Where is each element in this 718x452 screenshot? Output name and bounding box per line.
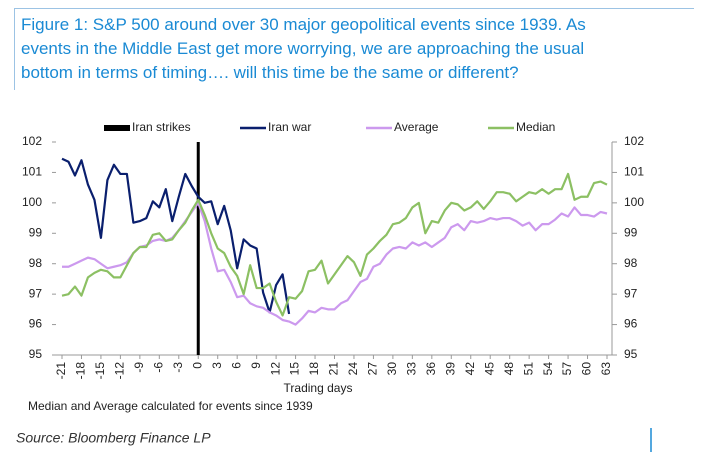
x-tick-label: 36 xyxy=(424,362,438,376)
x-tick-label: 45 xyxy=(482,362,496,376)
x-tick-label: -9 xyxy=(132,362,146,373)
y-tick-label: 95 xyxy=(29,347,43,361)
y-tick-label: 96 xyxy=(29,317,43,331)
x-tick-label: 27 xyxy=(366,362,380,376)
series-line xyxy=(62,201,608,326)
y2-tick-label: 98 xyxy=(624,256,638,270)
x-tick-label: -6 xyxy=(151,362,165,373)
legend-label: Iran war xyxy=(268,120,311,134)
series-line xyxy=(61,157,291,315)
x-tick-label: -12 xyxy=(113,362,127,380)
y2-tick-label: 99 xyxy=(624,225,638,239)
y-tick-label: 99 xyxy=(29,225,43,239)
x-tick-label: -21 xyxy=(54,362,68,380)
x-tick-label: 51 xyxy=(521,362,535,376)
x-tick-label: 18 xyxy=(307,362,321,376)
x-tick-label: 12 xyxy=(268,362,282,376)
x-tick-label: 57 xyxy=(560,362,574,376)
y2-tick-label: 97 xyxy=(624,286,638,300)
y-tick-label: 100 xyxy=(22,195,42,209)
x-tick-label: 9 xyxy=(249,362,263,369)
x-tick-label: 39 xyxy=(443,362,457,376)
y-tick-label: 101 xyxy=(22,165,42,179)
x-tick-label: 63 xyxy=(599,362,613,376)
legend-label: Average xyxy=(394,120,439,134)
x-tick-label: 54 xyxy=(541,362,555,376)
event-line xyxy=(196,142,200,355)
x-tick-label: 3 xyxy=(210,362,224,369)
x-tick-label: -18 xyxy=(74,362,88,380)
x-tick-label: 42 xyxy=(463,362,477,376)
x-tick-label: 15 xyxy=(288,362,302,376)
x-tick-label: 0 xyxy=(190,362,204,369)
y2-tick-label: 102 xyxy=(624,134,644,148)
title-line: bottom in terms of timing…. will this ti… xyxy=(21,63,519,82)
x-tick-label: 33 xyxy=(405,362,419,376)
x-tick-label: -3 xyxy=(171,362,185,373)
series-line xyxy=(61,172,608,317)
y-tick-label: 98 xyxy=(29,256,43,270)
x-tick-label: 24 xyxy=(346,362,360,376)
y2-tick-label: 101 xyxy=(624,165,644,179)
y-tick-label: 97 xyxy=(29,286,43,300)
y2-tick-label: 96 xyxy=(624,317,638,331)
x-tick-label: 60 xyxy=(580,362,594,376)
title-box: Figure 1: S&P 500 around over 30 major g… xyxy=(14,8,694,90)
title-line: events in the Middle East get more worry… xyxy=(21,39,585,58)
title-line: Figure 1: S&P 500 around over 30 major g… xyxy=(21,15,586,34)
x-tick-label: -15 xyxy=(93,362,107,380)
footnote: Median and Average calculated for events… xyxy=(28,399,313,413)
y2-tick-label: 95 xyxy=(624,347,638,361)
x-axis-label: Trading days xyxy=(284,381,353,395)
source: Source: Bloomberg Finance LP xyxy=(16,430,211,446)
legend-label: Iran strikes xyxy=(132,120,191,134)
x-tick-label: 6 xyxy=(229,362,243,369)
legend-label: Median xyxy=(516,120,555,134)
x-tick-label: 21 xyxy=(327,362,341,376)
y2-tick-label: 100 xyxy=(624,195,644,209)
x-tick-label: 30 xyxy=(385,362,399,376)
x-tick-label: 48 xyxy=(502,362,516,376)
y-tick-label: 102 xyxy=(22,134,42,148)
